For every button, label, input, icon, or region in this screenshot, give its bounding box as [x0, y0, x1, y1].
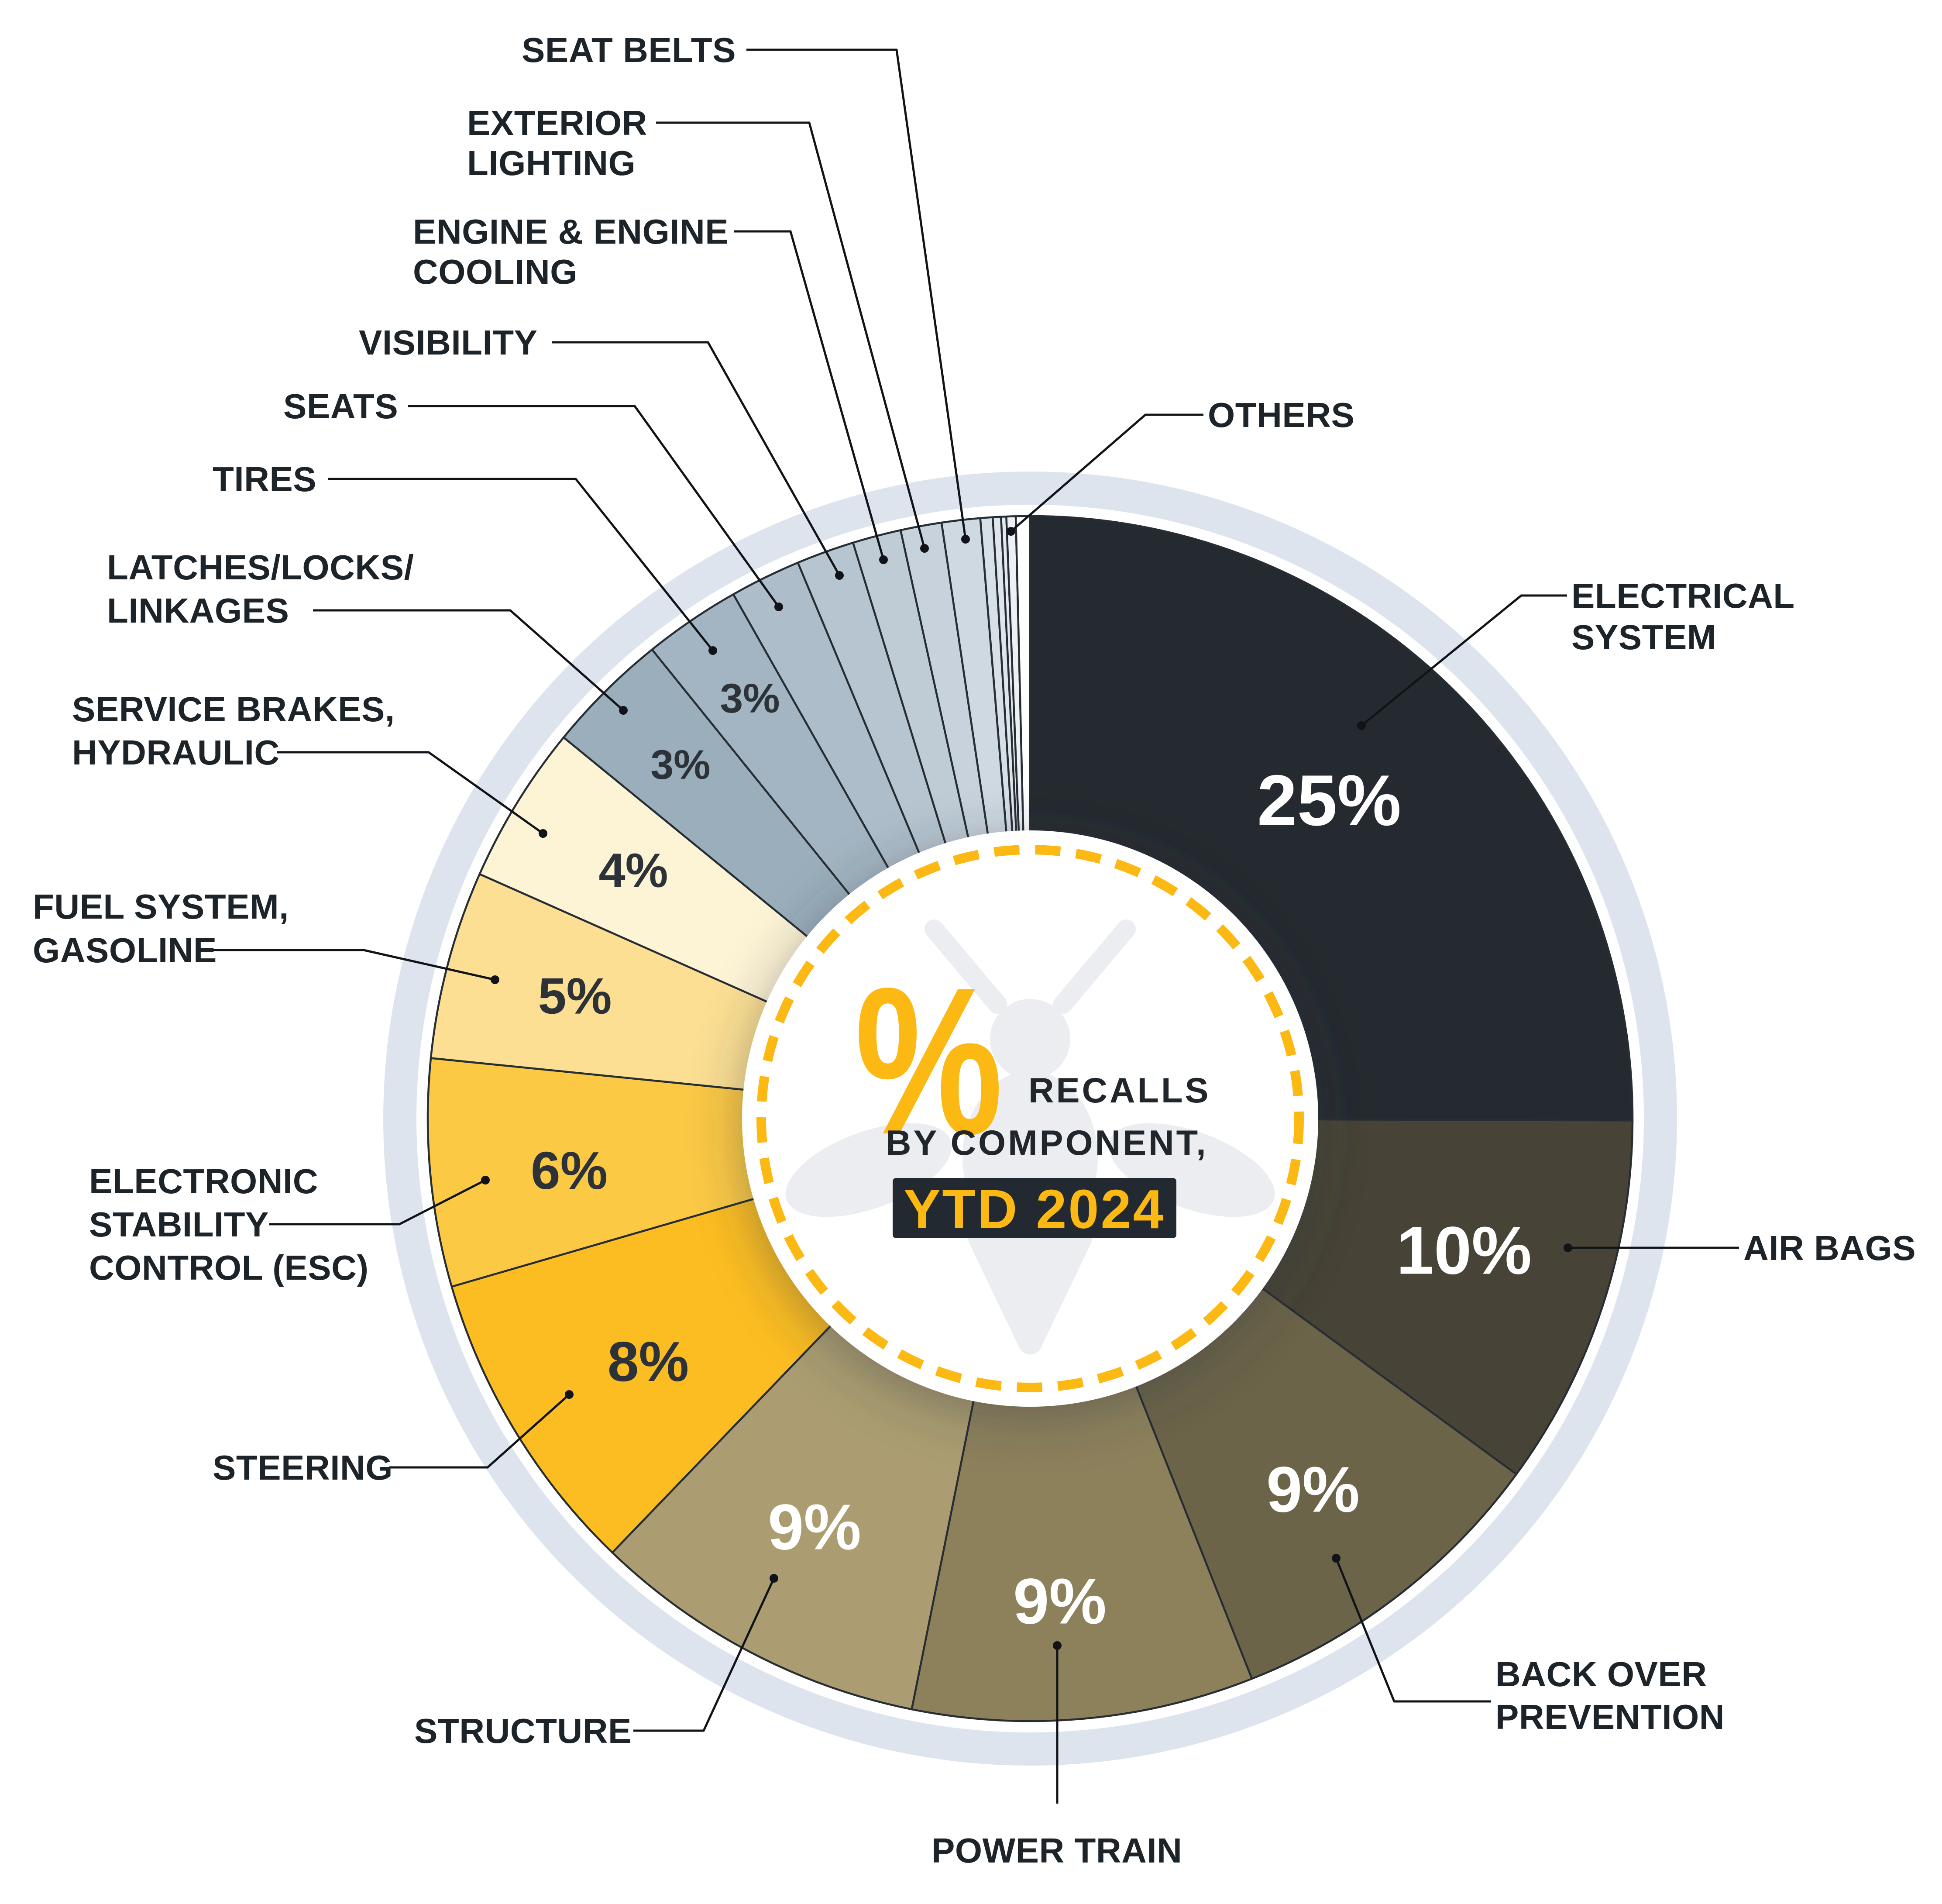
leader-dot-electrical-system: [1357, 721, 1366, 730]
leader-line-others: [1010, 413, 1203, 532]
pct-label-power-train: 9%: [1013, 1566, 1107, 1638]
label-service-brakes-hydraulic: SERVICE BRAKES, HYDRAULIC: [72, 690, 395, 772]
leader-line-tires: [328, 478, 714, 651]
callout-latches-locks-linkages: LATCHES/LOCKS/LINKAGES: [107, 548, 628, 715]
callout-engine-engine-cooling: ENGINE & ENGINE COOLING: [413, 212, 888, 564]
leader-line-service-brakes-hydraulic: [277, 751, 544, 835]
pct-label-service-brakes-hydraulic: 4%: [599, 844, 668, 898]
callout-visibility: VISIBILITY: [359, 323, 844, 580]
callout-steering: STEERING: [213, 1390, 574, 1487]
center-dashed-ring: [756, 845, 1304, 1392]
leader-dot-power-train: [1053, 1641, 1062, 1650]
callout-seats: SEATS: [283, 387, 783, 611]
callout-electronic-stability-control: ELECTRONIC STABILITY CONTROL (ESC): [89, 1162, 490, 1287]
ytd-badge: [893, 1178, 1176, 1238]
callout-back-over-prevention: BACK OVER PREVENTION: [1332, 1554, 1725, 1736]
leader-line-electrical-system: [1361, 594, 1567, 726]
label-structure: STRUCTURE: [414, 1711, 632, 1750]
donut-center: % RECALLS BY COMPONENT, YTD 2024: [742, 830, 1318, 1407]
leader-line-seat-belts: [746, 48, 967, 540]
callout-fuel-system-gasoline: FUEL SYSTEM, GASOLINE: [33, 887, 499, 984]
label-seats: SEATS: [283, 387, 398, 426]
label-exterior-lighting: EXTERIOR LIGHTING: [467, 103, 647, 182]
callout-others: OTHERS: [1007, 396, 1354, 536]
callout-service-brakes-hydraulic: SERVICE BRAKES, HYDRAULIC: [72, 690, 547, 838]
leader-line-exterior-lighting: [656, 121, 926, 549]
label-air-bags: AIR BAGS: [1743, 1229, 1916, 1267]
callout-electrical-system: ELECTRICAL SYSTEM: [1357, 576, 1795, 730]
outer-halo-ring-circle: [383, 472, 1677, 1766]
label-power-train: POWER TRAIN: [931, 1831, 1182, 1870]
leader-line-visibility: [552, 341, 841, 576]
pct-label-electronic-stability-control: 6%: [531, 1141, 608, 1200]
ytd-badge-text: YTD 2024: [904, 1178, 1165, 1240]
label-visibility: VISIBILITY: [359, 323, 538, 362]
leader-dot-seats: [774, 603, 783, 611]
label-engine-engine-cooling: ENGINE & ENGINE COOLING: [413, 212, 729, 291]
leader-dot-structure: [770, 1574, 778, 1583]
leader-dot-back-over-prevention: [1332, 1554, 1340, 1563]
label-electrical-system: ELECTRICAL SYSTEM: [1571, 576, 1795, 657]
category-callouts: ELECTRICAL SYSTEM AIR BAGS BACK OVER PREVENT…: [33, 31, 1916, 1870]
pct-label-electrical-system: 25%: [1257, 760, 1401, 840]
pct-label-structure: 9%: [768, 1491, 861, 1563]
pie-slice-power-train: [911, 1117, 1253, 1722]
label-latches-locks-linkages: LATCHES/LOCKS/LINKAGES: [107, 548, 414, 630]
leader-line-engine-engine-cooling: [734, 230, 885, 560]
leader-line-electronic-stability-control: [269, 1179, 486, 1226]
leader-dot-seat-belts: [961, 535, 970, 544]
label-electronic-stability-control: ELECTRONIC STABILITY CONTROL (ESC): [89, 1162, 369, 1287]
center-percent-symbol: %: [855, 943, 1003, 1178]
callout-power-train: POWER TRAIN: [931, 1641, 1182, 1870]
label-others: OTHERS: [1208, 396, 1354, 434]
leader-dot-tires: [708, 646, 717, 655]
label-tires: TIRES: [213, 460, 316, 499]
slice-percentage-labels: 25% 10% 9% 9% 9% 8% 6% 5% 4% 3%3%: [531, 675, 1532, 1638]
leader-dot-visibility: [835, 571, 844, 580]
callout-exterior-lighting: EXTERIOR LIGHTING: [467, 103, 929, 553]
leader-dot-fuel-system-gasoline: [491, 975, 499, 984]
label-steering: STEERING: [213, 1448, 393, 1487]
leader-dot-air-bags: [1564, 1243, 1572, 1252]
leader-line-back-over-prevention: [1335, 1558, 1491, 1703]
pct-label-latches-locks-linkages: 3%: [650, 742, 710, 788]
leader-dot-steering: [565, 1390, 574, 1399]
center-title-line1: RECALLS: [1028, 1071, 1211, 1110]
center-title-line2: BY COMPONENT,: [886, 1123, 1208, 1163]
pct-label-tires: 3%: [720, 675, 780, 722]
pct-label-air-bags: 10%: [1396, 1213, 1532, 1288]
label-back-over-prevention: BACK OVER PREVENTION: [1495, 1655, 1725, 1736]
leader-line-seats: [408, 405, 780, 608]
callout-structure: STRUCTURE: [414, 1574, 778, 1750]
pct-label-back-over-prevention: 9%: [1266, 1454, 1360, 1526]
leader-dot-engine-engine-cooling: [879, 555, 888, 564]
leader-line-structure: [633, 1577, 775, 1732]
outer-halo-ring: [383, 472, 1677, 1766]
leader-line-steering: [389, 1394, 570, 1469]
leader-dot-electronic-stability-control: [481, 1176, 490, 1184]
label-fuel-system-gasoline: FUEL SYSTEM, GASOLINE: [33, 887, 289, 970]
leader-line-fuel-system-gasoline: [207, 949, 495, 981]
callout-tires: TIRES: [213, 460, 717, 655]
callout-seat-belts: SEAT BELTS: [522, 31, 970, 544]
label-seat-belts: SEAT BELTS: [522, 31, 736, 69]
pct-label-fuel-system-gasoline: 5%: [538, 967, 612, 1025]
leader-dot-exterior-lighting: [920, 544, 929, 553]
pct-label-steering: 8%: [608, 1330, 689, 1393]
leader-line-latches-locks-linkages: [313, 609, 624, 711]
leader-dot-others: [1007, 527, 1015, 536]
leader-dot-latches-locks-linkages: [619, 706, 628, 715]
callout-air-bags: AIR BAGS: [1564, 1229, 1916, 1267]
leader-dot-service-brakes-hydraulic: [539, 829, 547, 838]
